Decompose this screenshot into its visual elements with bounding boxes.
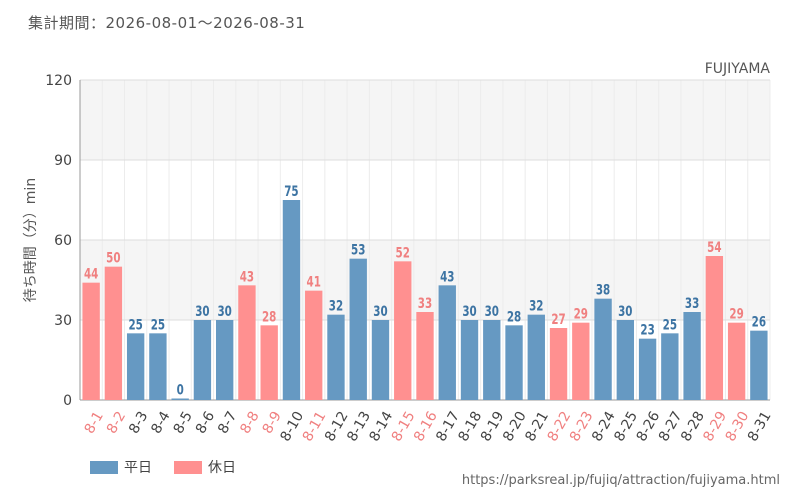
bar [460,320,479,400]
bar [104,266,123,400]
legend-item-weekday[interactable]: 平日 [90,457,152,477]
bar-value-label: 54 [707,240,721,256]
y-tick-label: 0 [63,393,72,409]
bar-value-label: 43 [440,269,454,285]
bar-value-label: 30 [373,304,387,320]
bar [750,330,768,400]
x-tick-label: 8-31 [745,409,775,445]
bar-value-label: 53 [351,243,365,259]
bar-value-label: 38 [596,283,610,299]
bar [260,325,278,400]
bar [727,322,746,400]
bar-value-label: 25 [128,317,142,333]
bar-value-label: 29 [574,307,588,323]
bar [282,200,301,400]
bar-value-label: 30 [618,304,632,320]
x-tick-label: 8-8 [237,409,262,437]
legend-item-holiday[interactable]: 休日 [174,457,236,477]
bar-value-label: 33 [418,296,432,312]
bar-value-label: 50 [106,251,120,267]
bar-value-label: 30 [485,304,499,320]
x-tick-label: 8-6 [193,409,218,437]
bar-value-label: 27 [551,312,565,328]
legend-label-weekday: 平日 [124,460,152,476]
bar [527,314,545,400]
bar-value-label: 30 [217,304,231,320]
bar-value-label: 28 [507,309,521,325]
source-url[interactable]: https://parksreal.jp/fujiq/attraction/fu… [461,473,780,488]
x-tick-label: 8-3 [126,409,151,437]
bar [349,258,367,400]
bar-value-label: 29 [729,307,743,323]
bar-value-label: 0 [177,382,184,398]
legend-swatch-holiday [174,460,202,474]
bar [505,325,523,400]
legend: 平日 休日 [90,457,236,477]
bar [638,338,657,400]
bar-value-label: 75 [284,184,298,200]
bar [594,298,612,400]
bar [215,320,234,400]
bar-value-label: 52 [396,245,410,261]
bar-value-label: 26 [752,315,766,331]
bar [193,320,212,400]
y-tick-label: 120 [45,73,72,89]
bar [483,320,501,400]
bar [549,328,568,400]
period-label: 集計期間：2026-08-01～2026-08-31 [28,14,306,32]
bar [394,261,412,400]
bar [305,290,323,400]
bar-value-label: 25 [151,317,165,333]
bar [126,333,145,400]
bar [171,398,189,400]
bar-value-label: 32 [529,299,543,315]
x-tick-label: 8-2 [104,409,129,437]
bar-value-label: 44 [84,267,98,283]
legend-swatch-weekday [90,460,118,474]
bar [438,285,456,400]
bar [149,333,167,400]
bar [572,322,590,400]
plot-band [80,80,770,160]
bar-value-label: 30 [195,304,209,320]
bar-value-label: 33 [685,296,699,312]
bar [327,314,345,400]
x-tick-label: 8-5 [171,409,196,437]
bar-value-label: 23 [640,323,654,339]
bar-value-label: 30 [462,304,476,320]
bar-value-label: 28 [262,309,276,325]
bar [371,320,390,400]
x-tick-label: 8-7 [215,409,240,437]
bar-value-label: 25 [663,317,677,333]
bar-value-label: 41 [307,275,321,291]
legend-label-holiday: 休日 [208,460,236,476]
bar-value-label: 32 [329,299,343,315]
y-tick-label: 30 [54,313,72,329]
bar [82,282,100,400]
y-tick-label: 60 [54,233,72,249]
bar-value-label: 43 [240,269,254,285]
y-tick-label: 90 [54,153,72,169]
attraction-name: FUJIYAMA [704,61,770,77]
bar [683,312,701,400]
bar [661,333,679,400]
x-tick-label: 8-4 [148,409,173,437]
x-tick-label: 8-1 [82,409,107,437]
bar [616,320,635,400]
plot-band [80,240,770,320]
bar [238,285,256,400]
bar [705,256,724,400]
bar [416,312,434,400]
